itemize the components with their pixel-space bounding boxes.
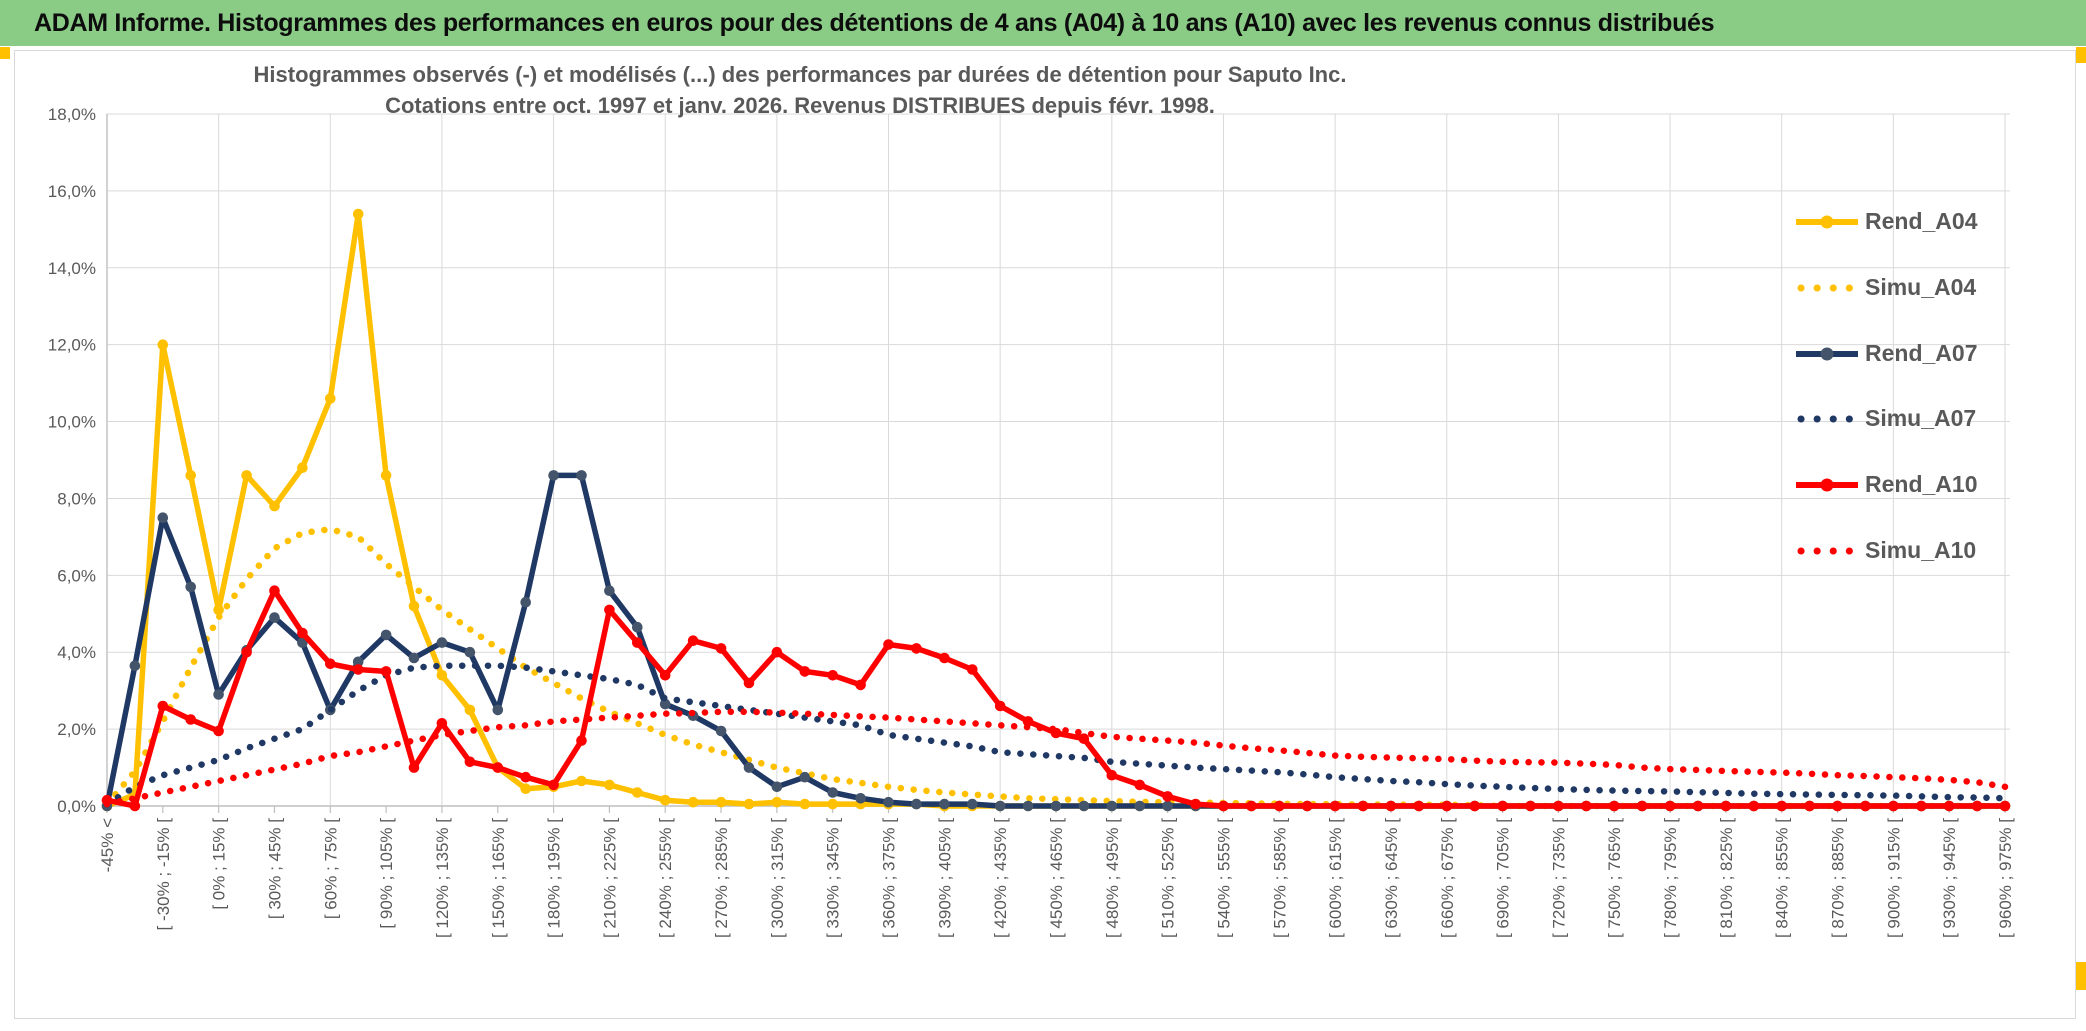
y-tick-label: 0,0% <box>57 797 96 816</box>
x-tick-label: [ 270% ; 285% [ <box>712 818 731 938</box>
x-tick-label: [ 450% ; 465% [ <box>1047 818 1066 938</box>
x-tick-label: [ 300% ; 315% [ <box>768 818 787 938</box>
x-tick-label: [ 540% ; 555% [ <box>1214 818 1233 938</box>
x-tick-label: [ 570% ; 585% [ <box>1270 818 1289 938</box>
y-tick-label: 6,0% <box>57 566 96 585</box>
legend-swatch-dotted <box>1797 415 1858 422</box>
gridlines <box>107 113 2010 806</box>
legend-item-Rend_A10[interactable]: Rend_A10 <box>1796 471 1977 498</box>
series-Rend_A10 <box>101 585 2011 812</box>
legend-label: Simu_A10 <box>1865 537 1977 563</box>
window-title: ADAM Informe. Histogrammes des performan… <box>34 8 1715 37</box>
legend-item-Rend_A07[interactable]: Rend_A07 <box>1796 340 1977 367</box>
legend-swatch-dotted <box>1797 284 1858 291</box>
x-tick-label: [ 900% ; 915% [ <box>1884 818 1903 938</box>
y-axis-labels: 0,0% 2,0% 4,0% 6,0% 8,0% 10,0% 12,0% 14,0% 16,0%… <box>48 105 96 816</box>
x-tick-label: [ -30% ; -15% [ <box>154 818 173 931</box>
y-tick-label: 18,0% <box>48 105 96 124</box>
x-tick-label: [ 360% ; 375% [ <box>880 818 899 938</box>
y-tick-label: 10,0% <box>48 413 96 432</box>
legend-swatch-dotted <box>1797 547 1858 554</box>
x-tick-label: [ 0% ; 15% [ <box>210 818 229 910</box>
x-tick-label: [ 150% ; 165% [ <box>489 818 508 938</box>
x-tick-label: [ 90% ; 105% [ <box>377 818 396 929</box>
y-tick-label: 2,0% <box>57 720 96 739</box>
x-tick-label: [ 60% ; 75% [ <box>321 818 340 919</box>
series-Simu_A10 <box>103 708 2009 808</box>
x-tick-label: [ 210% ; 225% [ <box>600 818 619 938</box>
accent-left-edge <box>0 47 10 59</box>
chart-title-line2: Cotations entre oct. 1997 et janv. 2026.… <box>385 93 1215 118</box>
y-tick-label: 8,0% <box>57 489 96 508</box>
legend-item-Simu_A07[interactable]: Simu_A07 <box>1796 405 1976 432</box>
axes <box>106 114 2010 813</box>
x-tick-label: [ 510% ; 525% [ <box>1159 818 1178 938</box>
x-tick-label: [ 630% ; 645% [ <box>1382 818 1401 938</box>
x-tick-label: [ 120% ; 135% [ <box>433 818 452 938</box>
x-tick-label: [ 720% ; 735% [ <box>1549 818 1568 938</box>
y-tick-label: 12,0% <box>48 336 96 355</box>
x-tick-label: [ 600% ; 615% [ <box>1326 818 1345 938</box>
x-tick-label: [ 180% ; 195% [ <box>545 818 564 938</box>
x-tick-label: [ 870% ; 885% [ <box>1829 818 1848 938</box>
series-Rend_A07 <box>101 470 2011 812</box>
y-tick-label: 16,0% <box>48 182 96 201</box>
x-tick-label: [ 780% ; 795% [ <box>1661 818 1680 938</box>
x-tick-label: [ 810% ; 825% [ <box>1717 818 1736 938</box>
y-tick-label: 4,0% <box>57 643 96 662</box>
series-Simu_A04 <box>103 525 2009 810</box>
legend-item-Rend_A04[interactable]: Rend_A04 <box>1796 208 1977 235</box>
chart-title-line1: Histogrammes observés (-) et modélisés (… <box>253 62 1347 87</box>
x-axis-labels: -45% < [ -30% ; -15% [ [ 0% ; 15% [ [ 30% ;… <box>98 818 2015 938</box>
x-tick-label: [ 840% ; 855% [ <box>1773 818 1792 938</box>
x-tick-label: [ 750% ; 765% [ <box>1605 818 1624 938</box>
legend-label: Rend_A07 <box>1865 340 1978 366</box>
accent-right-edge-top <box>2076 47 2086 63</box>
x-tick-label: -45% < <box>98 818 117 872</box>
x-tick-label: [ 30% ; 45% [ <box>265 818 284 919</box>
x-tick-label: [ 390% ; 405% [ <box>935 818 954 938</box>
legend-label: Rend_A10 <box>1865 471 1978 497</box>
y-tick-label: 14,0% <box>48 259 96 278</box>
legend-swatch-solid <box>1796 215 1858 228</box>
legend-label: Simu_A07 <box>1865 405 1977 431</box>
legend-item-Simu_A04[interactable]: Simu_A04 <box>1796 274 1976 301</box>
window-title-bar: ADAM Informe. Histogrammes des performan… <box>0 0 2086 46</box>
accent-right-edge-bottom <box>2076 962 2086 990</box>
x-tick-label: [ 960% ; 975% [ <box>1996 818 2015 938</box>
legend-label: Rend_A04 <box>1865 208 1978 234</box>
series-Simu_A07 <box>103 662 2009 808</box>
x-tick-label: [ 660% ; 675% [ <box>1438 818 1457 938</box>
x-tick-label: [ 330% ; 345% [ <box>824 818 843 938</box>
x-tick-label: [ 240% ; 255% [ <box>656 818 675 938</box>
legend-item-Simu_A10[interactable]: Simu_A10 <box>1796 537 1976 564</box>
legend-swatch-solid <box>1796 347 1858 360</box>
x-tick-label: [ 420% ; 435% [ <box>991 818 1010 938</box>
series-Rend_A04 <box>101 208 2011 812</box>
x-tick-label: [ 480% ; 495% [ <box>1103 818 1122 938</box>
legend-swatch-solid <box>1796 478 1858 491</box>
x-tick-label: [ 690% ; 705% [ <box>1494 818 1513 938</box>
x-tick-label: [ 930% ; 945% [ <box>1940 818 1959 938</box>
legend-label: Simu_A04 <box>1865 274 1977 300</box>
